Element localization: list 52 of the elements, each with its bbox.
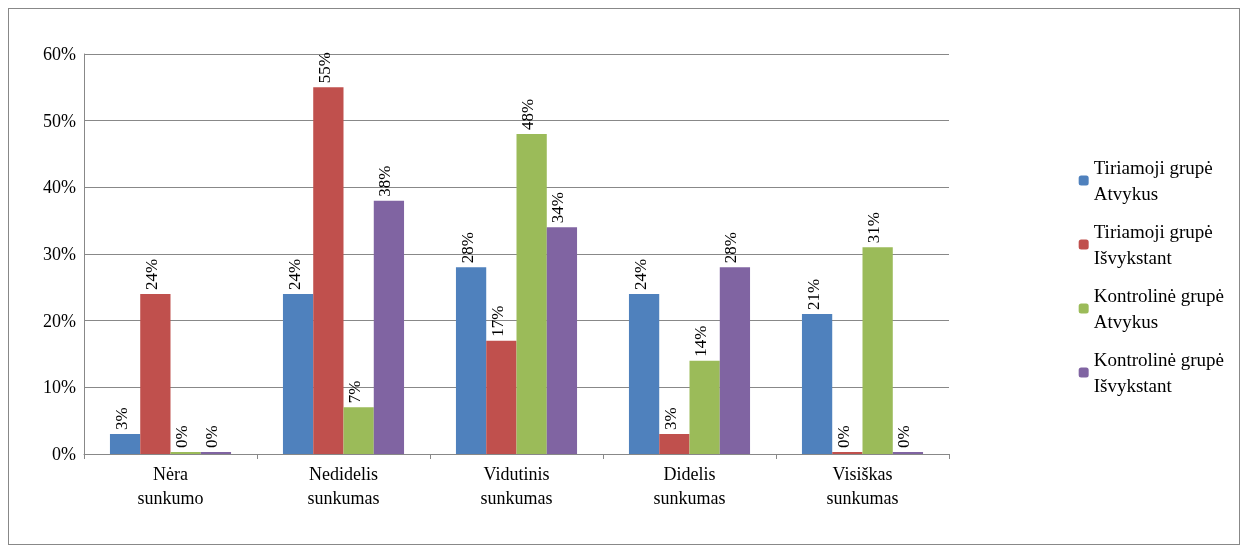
data-label: 38%	[375, 165, 395, 197]
bar	[801, 314, 833, 454]
data-label: 31%	[864, 212, 884, 244]
legend-label: Tiriamoji grupė Atvykus	[1093, 157, 1213, 204]
data-label: 0%	[202, 425, 222, 448]
data-label: 21%	[803, 278, 823, 310]
bar	[486, 340, 517, 454]
bar	[659, 434, 690, 454]
bar	[689, 360, 720, 454]
legend-label: Kontrolinė grupė Išvykstant	[1093, 349, 1224, 396]
bar	[628, 294, 660, 454]
x-tick-label: Nėra sunkumo	[137, 464, 204, 508]
bar	[140, 294, 171, 454]
data-label: 0%	[172, 425, 192, 448]
bar	[546, 227, 578, 454]
y-tick-label: 50%	[43, 110, 76, 131]
x-tick-label: Visiškas sunkumas	[826, 464, 899, 508]
bar	[862, 247, 893, 454]
data-label: 24%	[141, 258, 161, 290]
data-label: 48%	[518, 98, 538, 130]
data-label: 28%	[721, 232, 741, 264]
y-tick-label: 40%	[43, 177, 76, 198]
data-label: 24%	[630, 258, 650, 290]
bar	[313, 87, 344, 454]
data-label: 28%	[457, 232, 477, 264]
data-label: 0%	[894, 425, 914, 448]
bar	[455, 267, 487, 454]
y-tick-label: 10%	[43, 377, 76, 398]
data-label: 55%	[314, 52, 334, 84]
bar	[373, 200, 405, 454]
x-tick-label: Vidutinis sunkumas	[480, 464, 553, 508]
bar	[516, 134, 547, 454]
y-tick-label: 0%	[52, 444, 76, 464]
data-label: 0%	[833, 425, 853, 448]
y-tick-label: 30%	[43, 244, 76, 264]
x-tick-label: Didelis sunkumas	[653, 464, 726, 508]
bar	[343, 407, 374, 454]
data-label: 24%	[284, 258, 304, 290]
data-label: 17%	[487, 305, 507, 337]
bar	[719, 267, 751, 454]
x-tick-label: Nedidelis sunkumas	[307, 464, 380, 508]
bar	[282, 294, 314, 454]
data-label: 3%	[111, 407, 131, 430]
data-label: 14%	[691, 325, 711, 357]
data-label: 34%	[548, 192, 568, 224]
legend-label: Tiriamoji grupė Išvykstant	[1093, 221, 1213, 268]
y-tick-label: 20%	[43, 310, 76, 331]
bar	[109, 434, 141, 454]
data-label: 7%	[345, 380, 365, 404]
y-tick-label: 60%	[43, 44, 76, 64]
data-label: 3%	[660, 407, 680, 430]
legend-label: Kontrolinė grupė Atvykus	[1093, 285, 1224, 332]
